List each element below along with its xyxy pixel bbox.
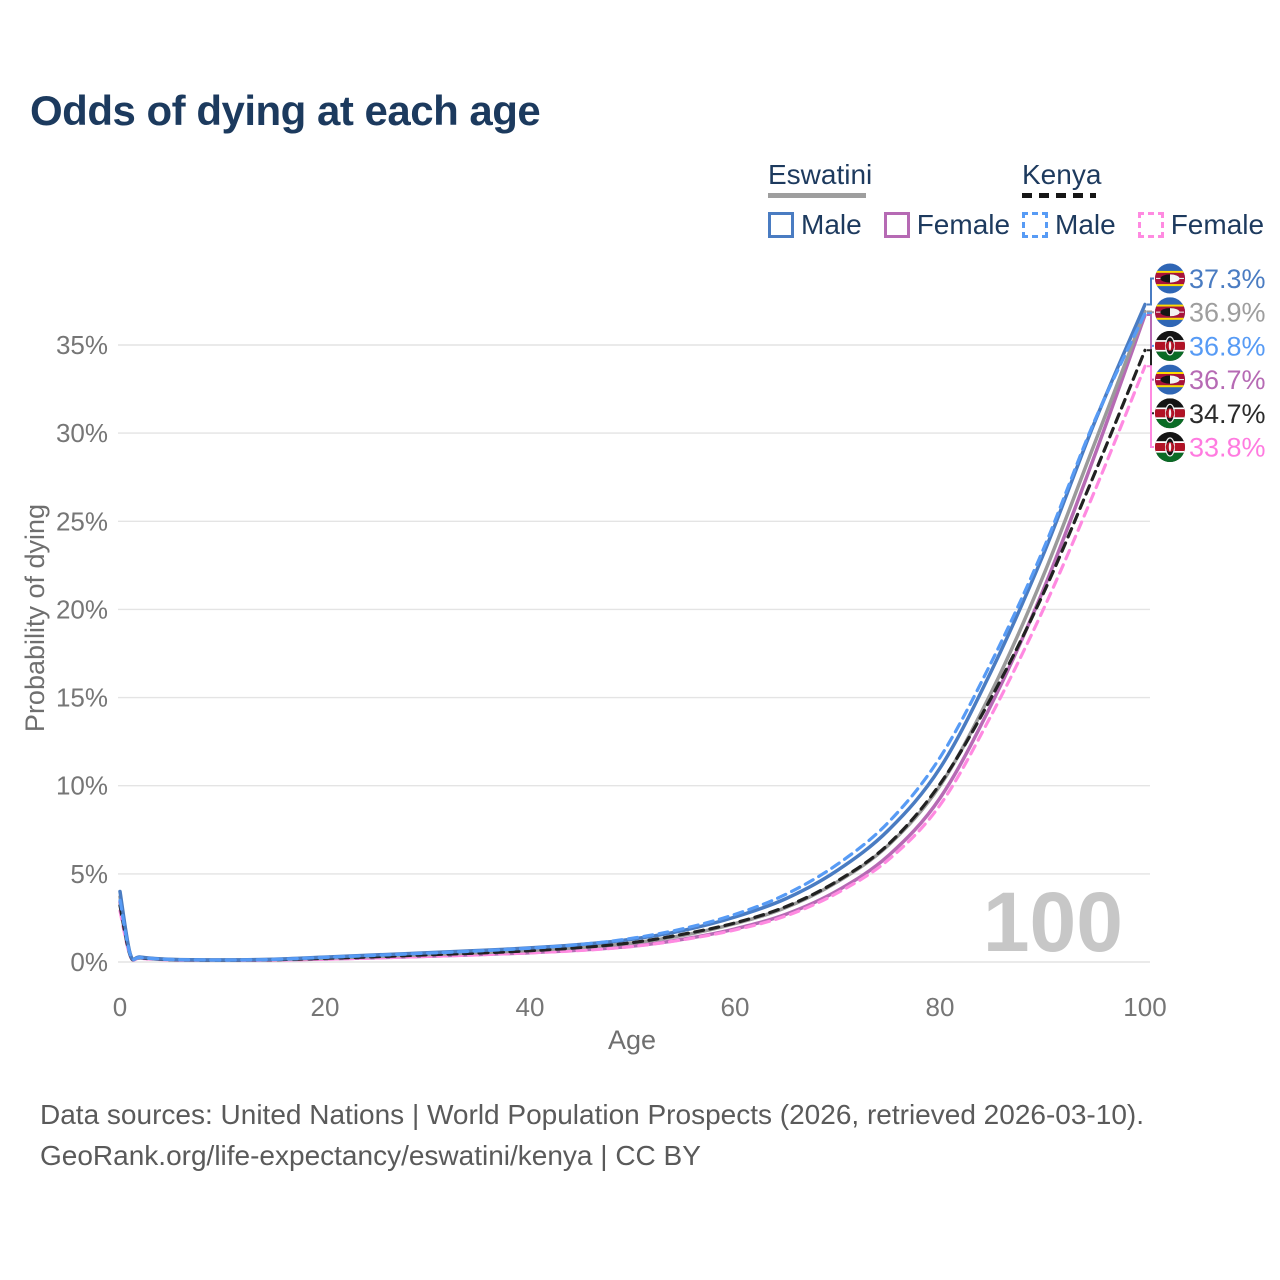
end-label-connector-eswatini-both-sexes: [1147, 310, 1154, 314]
legend-item-eswatini-male[interactable]: Male: [768, 209, 862, 241]
legend-label-kenya-male: Male: [1055, 209, 1116, 240]
y-tick-label: 15%: [56, 683, 108, 713]
legend-items-eswatini: Male Female: [768, 209, 1010, 241]
mortality-line-chart[interactable]: 0% 5% 10% 15% 20% 25% 30% 35% 100 0 20 40 60 80 100 Age…: [0, 0, 1280, 1080]
legend-item-eswatini-female[interactable]: Female: [883, 209, 1011, 241]
series-line-eswatini-female[interactable]: [118, 313, 1147, 962]
legend-label-eswatini-male: Male: [801, 209, 862, 240]
x-tick-label: 60: [721, 992, 750, 1022]
end-value-label-eswatini-male: 37.3%: [1189, 264, 1266, 294]
eswatini-line-style-sample: [768, 193, 866, 198]
kenya-flag-icon: [1155, 398, 1185, 429]
kenya-flag-icon: [1155, 330, 1185, 361]
y-tick-label: 35%: [56, 330, 108, 360]
x-tick-label: 40: [516, 992, 545, 1022]
legend-label-kenya-female: Female: [1170, 209, 1265, 240]
legend-group-eswatini: Eswatini Male Female: [768, 160, 1010, 241]
y-tick-label: 5%: [70, 859, 108, 889]
end-label-connector-eswatini-male: [1147, 277, 1154, 306]
age-watermark: 100: [983, 875, 1123, 969]
end-value-label-eswatini-female: 36.7%: [1189, 365, 1266, 395]
x-tick-label: 80: [926, 992, 955, 1022]
kenya-flag-icon: [1155, 432, 1185, 462]
series-line-kenya-male[interactable]: [118, 311, 1147, 962]
y-tick-label: 0%: [70, 947, 108, 977]
eswatini-flag-icon: [1155, 297, 1185, 328]
x-tick-label: 20: [311, 992, 340, 1022]
footer-attribution: GeoRank.org/life-expectancy/eswatini/ken…: [40, 1140, 701, 1171]
legend-items-kenya: Male Female: [1022, 209, 1264, 241]
y-tick-label: 20%: [56, 594, 108, 624]
kenya-female-swatch-icon: [1137, 212, 1164, 238]
end-value-label-kenya-female: 33.8%: [1189, 433, 1266, 463]
end-value-label-kenya-male: 36.8%: [1189, 331, 1266, 361]
legend-item-kenya-male[interactable]: Male: [1022, 209, 1116, 241]
eswatini-female-swatch-icon: [883, 212, 910, 238]
eswatini-flag-icon: [1155, 364, 1185, 395]
y-tick-label: 30%: [56, 418, 108, 448]
end-label-connector-eswatini-female: [1147, 314, 1154, 381]
eswatini-flag-icon: [1155, 263, 1185, 294]
series-line-kenya-both-sexes[interactable]: [118, 348, 1147, 962]
y-tick-label: 25%: [56, 506, 108, 536]
x-tick-label: 0: [113, 992, 127, 1022]
legend-group-kenya: Kenya Male Female: [1022, 160, 1264, 241]
legend-label-eswatini-female: Female: [916, 209, 1011, 240]
x-tick-label: 100: [1123, 992, 1166, 1022]
legend-country-eswatini[interactable]: Eswatini: [768, 159, 873, 190]
y-axis-title: Probability of dying: [20, 504, 50, 732]
y-tick-label: 10%: [56, 771, 108, 801]
kenya-male-swatch-icon: [1022, 212, 1048, 238]
series-line-eswatini-male[interactable]: [118, 302, 1147, 962]
end-value-label-eswatini-both-sexes: 36.9%: [1189, 298, 1266, 328]
page-title: Odds of dying at each age: [30, 87, 541, 134]
end-value-label-kenya-both-sexes: 34.7%: [1189, 399, 1266, 429]
x-axis-title: Age: [608, 1025, 656, 1055]
eswatini-male-swatch-icon: [768, 212, 794, 238]
kenya-line-style-sample: [1022, 193, 1096, 198]
series-line-eswatini-both-sexes[interactable]: [118, 309, 1147, 962]
end-label-connector-kenya-female: [1147, 365, 1154, 448]
legend-country-kenya[interactable]: Kenya: [1022, 159, 1102, 190]
legend-item-kenya-female[interactable]: Female: [1137, 209, 1265, 241]
footer: Data sources: United Nations | World Pop…: [40, 1094, 1144, 1176]
footer-data-sources: Data sources: United Nations | World Pop…: [40, 1099, 1145, 1130]
